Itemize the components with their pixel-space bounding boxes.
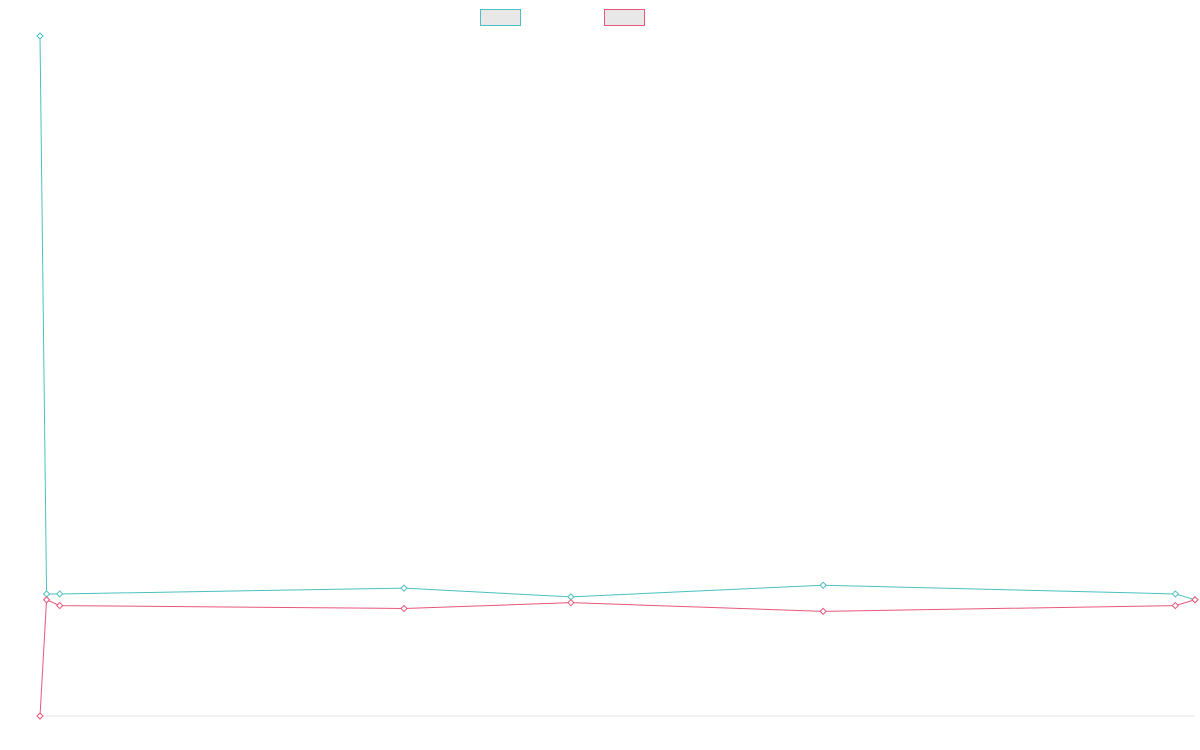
series-2-point-8[interactable] xyxy=(1191,596,1199,604)
series-2-line xyxy=(39,599,1196,717)
legend xyxy=(480,9,645,26)
series-1-point-2[interactable] xyxy=(42,590,51,598)
series-2-point-3[interactable] xyxy=(56,601,64,610)
series-2-point-5[interactable] xyxy=(567,598,575,607)
series-2 xyxy=(36,596,1199,720)
series-1-point-3[interactable] xyxy=(56,590,64,598)
series-1-point-4[interactable] xyxy=(400,584,408,592)
series-2-point-2[interactable] xyxy=(42,596,51,604)
legend-swatch-2[interactable] xyxy=(604,9,645,26)
legend-swatch-1[interactable] xyxy=(480,9,521,26)
series-1-point-5[interactable] xyxy=(567,593,575,601)
series-2-point-4[interactable] xyxy=(400,604,408,613)
plot-area xyxy=(36,32,1199,720)
series-2-point-6[interactable] xyxy=(819,607,827,616)
series-1-point-1[interactable] xyxy=(36,32,44,40)
series-1-point-6[interactable] xyxy=(819,581,827,589)
series-2-point-1[interactable] xyxy=(36,712,44,720)
series-1-line xyxy=(39,35,1196,601)
series-1 xyxy=(36,32,1199,604)
series-1-point-7[interactable] xyxy=(1171,590,1179,598)
series-2-point-7[interactable] xyxy=(1171,601,1179,610)
